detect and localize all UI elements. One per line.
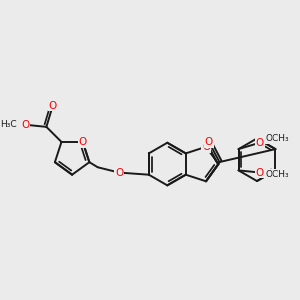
Text: O: O bbox=[115, 168, 123, 178]
Text: OCH₃: OCH₃ bbox=[265, 134, 289, 143]
Text: OCH₃: OCH₃ bbox=[265, 170, 289, 179]
Text: O: O bbox=[256, 167, 264, 178]
Text: O: O bbox=[79, 137, 87, 147]
Text: O: O bbox=[202, 142, 210, 152]
Text: H₃C: H₃C bbox=[0, 120, 16, 129]
Text: O: O bbox=[256, 138, 264, 148]
Text: O: O bbox=[49, 100, 57, 111]
Text: O: O bbox=[21, 120, 29, 130]
Text: O: O bbox=[205, 137, 213, 147]
